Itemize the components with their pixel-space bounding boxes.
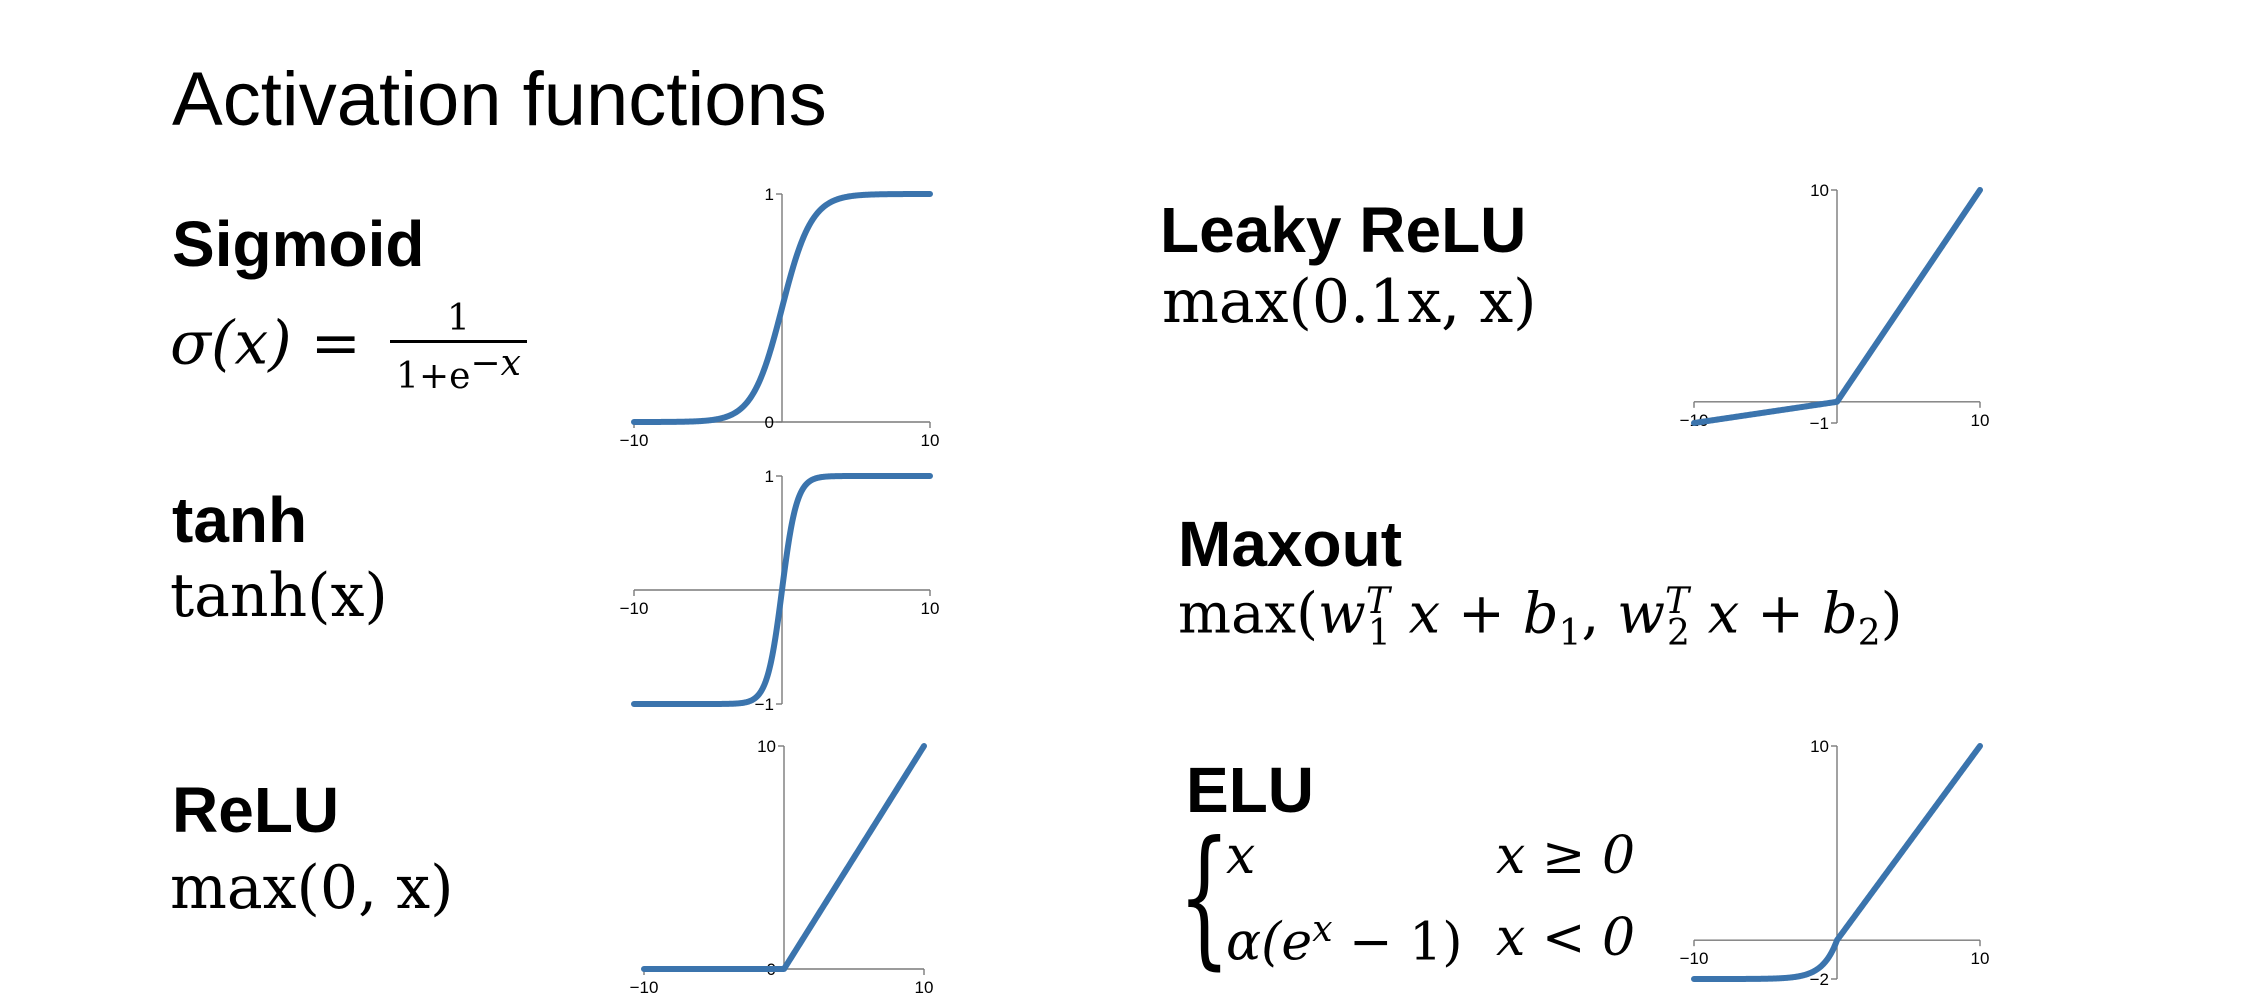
elu-curve <box>1691 743 1983 982</box>
maxout-name: Maxout <box>1178 508 1402 580</box>
tanh-plot: −10 10 1 −1 <box>620 467 940 714</box>
leaky-relu-formula: max(0.1x, x) <box>1162 267 1537 337</box>
elu-xmax-label: 10 <box>1971 949 1990 968</box>
sigmoid-formula: σ(x) = 1 1+e−x <box>170 300 527 396</box>
relu-name: ReLU <box>172 774 340 846</box>
sigmoid-numerator: 1 <box>447 298 470 339</box>
elu-xmin-label: −10 <box>1680 949 1709 968</box>
sigmoid-denominator: 1+e−x <box>390 339 527 397</box>
sigmoid-lhs: σ(x) = <box>170 308 361 379</box>
sigmoid-yzero-label: 0 <box>765 413 774 432</box>
leaky-relu-name: Leaky ReLU <box>1160 194 1527 266</box>
elu-case2-exp: x <box>1312 909 1333 950</box>
elu-case2-tail: − 1) <box>1332 912 1463 973</box>
elu-plot: −10 10 10 −2 <box>1680 737 1990 989</box>
sigmoid-ytop-label: 1 <box>765 185 774 204</box>
elu-name: ELU <box>1186 754 1314 826</box>
leaky-ytop-label: 10 <box>1810 181 1829 200</box>
sigmoid-xmax-label: 10 <box>921 431 940 450</box>
sigmoid-den-exp: −x <box>470 342 521 384</box>
leaky-ybottom-label: −1 <box>1810 414 1829 433</box>
sigmoid-curve <box>631 191 933 425</box>
relu-xmin-label: −10 <box>630 978 659 997</box>
elu-case1-cond: x ≥ 0 <box>1496 826 1636 886</box>
sigmoid-den-base: 1+e <box>396 355 471 397</box>
tanh-formula: tanh(x) <box>170 561 388 631</box>
elu-brace: { <box>1178 810 1231 984</box>
elu-case2-base: α(e <box>1226 912 1313 973</box>
tanh-name: tanh <box>172 484 308 556</box>
elu-case2-expr: α(ex − 1) <box>1226 909 1496 969</box>
sigmoid-xmin-label: −10 <box>620 431 649 450</box>
sigmoid-name: Sigmoid <box>172 208 425 280</box>
elu-ytop-label: 10 <box>1810 737 1829 756</box>
relu-xmax-label: 10 <box>915 978 934 997</box>
maxout-formula: max(wT1 x + b1, wT2 x + b2) <box>1178 581 1903 654</box>
relu-formula: max(0, x) <box>170 853 454 923</box>
elu-ybottom-label: −2 <box>1810 970 1829 989</box>
relu-curve <box>641 743 927 972</box>
relu-ytop-label: 10 <box>757 737 776 756</box>
tanh-curve <box>631 473 933 707</box>
page-title: Activation functions <box>172 57 827 142</box>
tanh-ybottom-label: −1 <box>755 695 774 714</box>
sigmoid-fraction: 1 1+e−x <box>390 300 527 396</box>
tanh-xmax-label: 10 <box>921 599 940 618</box>
elu-cases-table: x x ≥ 0 α(ex − 1) x < 0 <box>1226 830 1635 968</box>
tanh-ytop-label: 1 <box>765 467 774 486</box>
elu-formula: { x x ≥ 0 α(ex − 1) x < 0 <box>1178 810 1635 984</box>
leaky-curve <box>1691 187 1983 426</box>
elu-case1-expr: x <box>1226 826 1256 886</box>
leaky-xmax-label: 10 <box>1971 411 1990 430</box>
tanh-xmin-label: −10 <box>620 599 649 618</box>
elu-case2-cond: x < 0 <box>1496 908 1636 968</box>
